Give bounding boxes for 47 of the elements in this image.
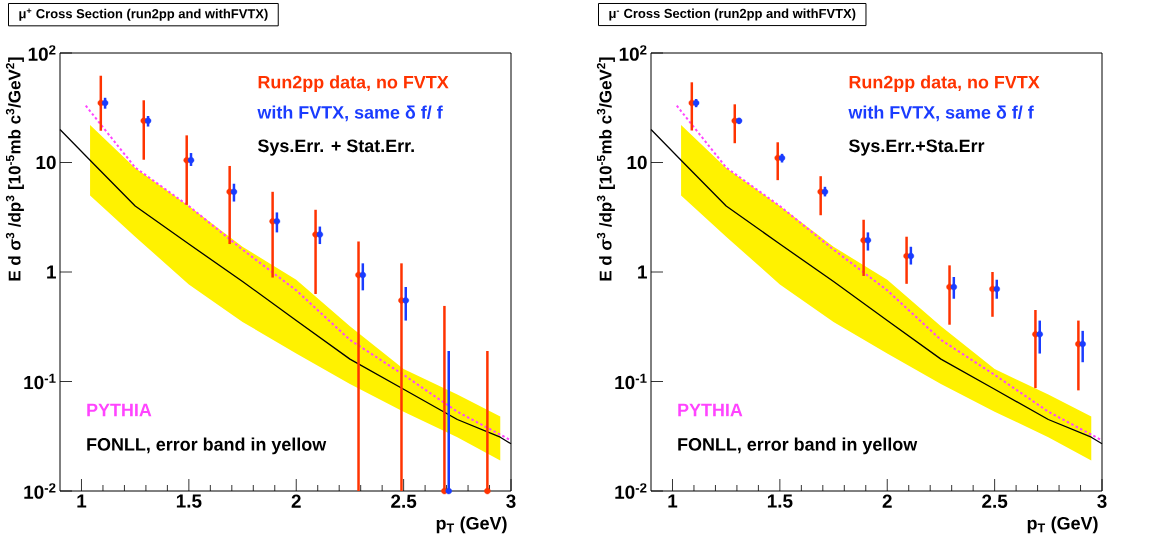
- x-tick-label: 1.5: [176, 494, 202, 508]
- point: [316, 231, 324, 238]
- x-tick-label: 3: [1097, 494, 1107, 508]
- point: [864, 237, 872, 244]
- x-axis-title: p$_{T}$ (GeV): [436, 516, 507, 534]
- x-tick-label: 1.5: [767, 494, 793, 508]
- text: Run2pp data, no FVTX: [849, 75, 1040, 93]
- chart-title: μ$^{+}$ Cross Section (run2pp and withFVTX): [19, 8, 268, 21]
- x-tick-label: 2.5: [982, 494, 1008, 508]
- y-tick-label: 10: [627, 155, 647, 170]
- point: [402, 297, 409, 304]
- point: [359, 271, 367, 279]
- text: Run2pp data, no FVTX: [258, 75, 449, 93]
- annotation: Sys.Err. + Stat.Err.: [257, 139, 414, 156]
- x-tick-label: 2: [291, 494, 301, 508]
- chart-title: μ$^{-}$ Cross Section (run2pp and withFVTX): [609, 8, 856, 21]
- point: [273, 218, 281, 225]
- annotation: Sys.Err.+Sta.Err: [848, 139, 985, 156]
- text: PYTHIA: [87, 403, 152, 417]
- y-tick-label: 10$^{2}$: [619, 45, 647, 61]
- y-tick-label: 10$^{-1}$: [24, 373, 56, 390]
- x-axis-title: p$_{T}$ (GeV): [1027, 516, 1098, 534]
- y-tick-label: 10$^{-2}$: [615, 483, 647, 499]
- point: [950, 283, 958, 291]
- y-tick-label: 10$^{-1}$: [615, 373, 647, 390]
- y-tick-label: 10: [36, 155, 56, 170]
- y-tick-label: 10$^{-2}$: [24, 483, 56, 499]
- point: [230, 188, 238, 195]
- text: PYTHIA: [678, 403, 743, 417]
- x-tick-label: 1: [668, 494, 678, 508]
- x-tick-label: 3: [506, 494, 516, 508]
- point: [907, 252, 915, 260]
- x-tick-label: 2.5: [391, 494, 417, 508]
- y-tick-label: 10$^{2}$: [28, 45, 56, 61]
- y-tick-label: 1: [47, 265, 56, 279]
- text: FONLL, error band in yellow: [87, 437, 327, 455]
- point: [1036, 331, 1043, 338]
- x-tick-label: 1: [77, 494, 87, 508]
- x-tick-label: 2: [882, 494, 892, 508]
- text: FONLL, error band in yellow: [678, 437, 918, 455]
- point: [1079, 340, 1086, 348]
- point: [993, 285, 1000, 293]
- text: with FVTX, same δ f/ f: [257, 105, 443, 122]
- text: with FVTX, same δ f/ f: [848, 105, 1034, 122]
- y-tick-label: 1: [638, 265, 647, 279]
- text: E d σ$^{3}$ /dp$^{3}$ [10$^{-5}$mb c$^{3}$/GeV$^{2}$]: [596, 57, 615, 281]
- text: E d σ$^{3}$ /dp$^{3}$ [10$^{-5}$mb c$^{3}$/GeV$^{2}$]: [5, 57, 24, 281]
